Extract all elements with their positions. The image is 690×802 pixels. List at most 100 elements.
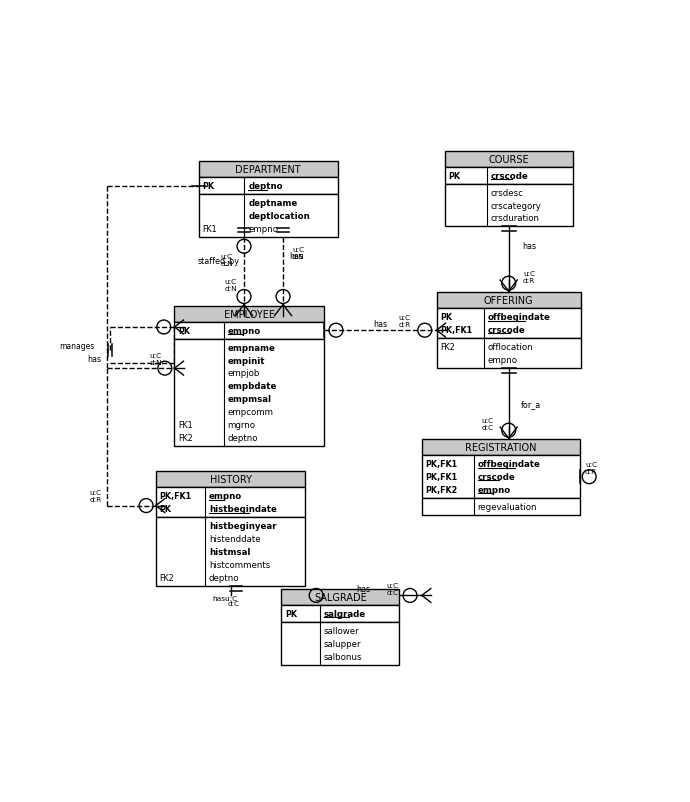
Text: offlocation: offlocation [488, 342, 533, 352]
Text: PK,FK2: PK,FK2 [426, 485, 457, 494]
Text: for_a: for_a [521, 399, 541, 409]
Text: u:C
d:N: u:C d:N [150, 353, 162, 366]
Text: hasu:C: hasu:C [213, 595, 238, 601]
Text: empname: empname [228, 343, 275, 352]
Text: crscategory: crscategory [491, 201, 542, 210]
Text: PK: PK [178, 326, 190, 335]
Text: empinit: empinit [228, 356, 265, 365]
Text: empno: empno [228, 326, 261, 335]
Text: histmsal: histmsal [209, 548, 250, 557]
Text: COURSE: COURSE [489, 154, 529, 164]
Text: empcomm: empcomm [228, 407, 274, 416]
Text: has: has [289, 252, 304, 261]
Text: d:C: d:C [227, 601, 239, 606]
Text: manages: manages [59, 341, 95, 350]
Text: empno: empno [488, 355, 518, 365]
Text: histbeginyear: histbeginyear [209, 522, 277, 531]
Text: deptno: deptno [228, 433, 258, 442]
Bar [422, 499, 580, 516]
Text: PK,FK1: PK,FK1 [426, 460, 457, 469]
Text: FK2: FK2 [178, 433, 193, 442]
Bar [437, 309, 581, 338]
Bar [175, 339, 324, 446]
Bar [156, 472, 306, 488]
Bar [199, 178, 337, 195]
Text: offbegindate: offbegindate [477, 460, 540, 469]
Text: PK: PK [285, 610, 297, 618]
Text: empno: empno [477, 485, 511, 494]
Text: u:C
d:C: u:C d:C [481, 417, 493, 430]
Text: salupper: salupper [324, 639, 362, 648]
Text: regevaluation: regevaluation [477, 503, 537, 512]
Text: PK: PK [159, 504, 172, 513]
Bar [156, 488, 306, 518]
Text: offbegindate: offbegindate [488, 313, 551, 322]
Bar [156, 518, 306, 586]
Text: DEPARTMENT: DEPARTMENT [235, 165, 301, 175]
Text: sallower: sallower [324, 626, 359, 635]
Text: has: has [87, 354, 101, 363]
Bar [422, 439, 580, 456]
Text: FK1: FK1 [202, 225, 217, 234]
Text: salgrade: salgrade [324, 610, 366, 618]
Bar [282, 622, 399, 665]
Text: u:C
d:N: u:C d:N [221, 253, 233, 267]
Bar [422, 456, 580, 499]
Bar [444, 152, 573, 168]
Text: empmsal: empmsal [228, 395, 272, 403]
Bar [437, 293, 581, 309]
Text: u:C
d:N: u:C d:N [292, 246, 304, 259]
Text: PK: PK [440, 313, 452, 322]
Text: crscode: crscode [477, 472, 515, 482]
Text: SALGRADE: SALGRADE [314, 593, 366, 602]
Text: deptno: deptno [209, 573, 239, 582]
Text: u:C
d:R: u:C d:R [585, 461, 597, 474]
Text: PK: PK [448, 172, 460, 180]
Text: crsdesc: crsdesc [491, 188, 524, 197]
Text: crscode: crscode [488, 326, 526, 334]
Text: empjob: empjob [228, 369, 260, 378]
Text: u:C
d:R: u:C d:R [523, 270, 535, 283]
Text: OFFERING: OFFERING [484, 296, 533, 306]
Text: u:C
d:N: u:C d:N [224, 278, 237, 291]
Text: deptname: deptname [248, 199, 297, 209]
Bar [175, 322, 324, 339]
Text: histcomments: histcomments [209, 561, 270, 569]
Text: histenddate: histenddate [209, 535, 261, 544]
Text: crsduration: crsduration [491, 214, 540, 223]
Bar [199, 195, 337, 238]
Text: FK1: FK1 [178, 420, 193, 429]
Bar [175, 306, 324, 322]
Bar [282, 606, 399, 622]
Text: PK,FK1: PK,FK1 [159, 492, 192, 500]
Text: deptno: deptno [248, 182, 283, 191]
Text: PK,FK1: PK,FK1 [426, 472, 457, 482]
Text: u:C
d:R: u:C d:R [398, 314, 411, 328]
Bar [199, 162, 337, 178]
Text: HISTORY: HISTORY [210, 475, 252, 484]
Bar [437, 338, 581, 369]
Bar [444, 168, 573, 184]
Text: has: has [522, 242, 536, 251]
Text: mgrno: mgrno [228, 420, 255, 429]
Text: FK2: FK2 [440, 342, 455, 352]
Text: histbegindate: histbegindate [209, 504, 277, 513]
Bar [444, 184, 573, 227]
Text: has: has [357, 584, 371, 593]
Text: deptlocation: deptlocation [248, 212, 310, 221]
Text: empbdate: empbdate [228, 382, 277, 391]
Text: u:C
d:R: u:C d:R [90, 490, 102, 503]
Text: REGISTRATION: REGISTRATION [465, 443, 536, 453]
Text: PK,FK1: PK,FK1 [440, 326, 473, 334]
Text: crscode: crscode [491, 172, 529, 180]
Text: FK2: FK2 [159, 573, 175, 582]
Text: empno: empno [248, 225, 278, 234]
Bar [282, 589, 399, 606]
Text: staffed_by: staffed_by [197, 257, 239, 265]
Text: PK: PK [202, 182, 215, 191]
Text: EMPLOYEE: EMPLOYEE [224, 310, 275, 319]
Text: salbonus: salbonus [324, 652, 362, 661]
Text: u:C
d:C: u:C d:C [386, 582, 398, 595]
Text: has: has [373, 319, 387, 328]
Text: empno: empno [209, 492, 242, 500]
